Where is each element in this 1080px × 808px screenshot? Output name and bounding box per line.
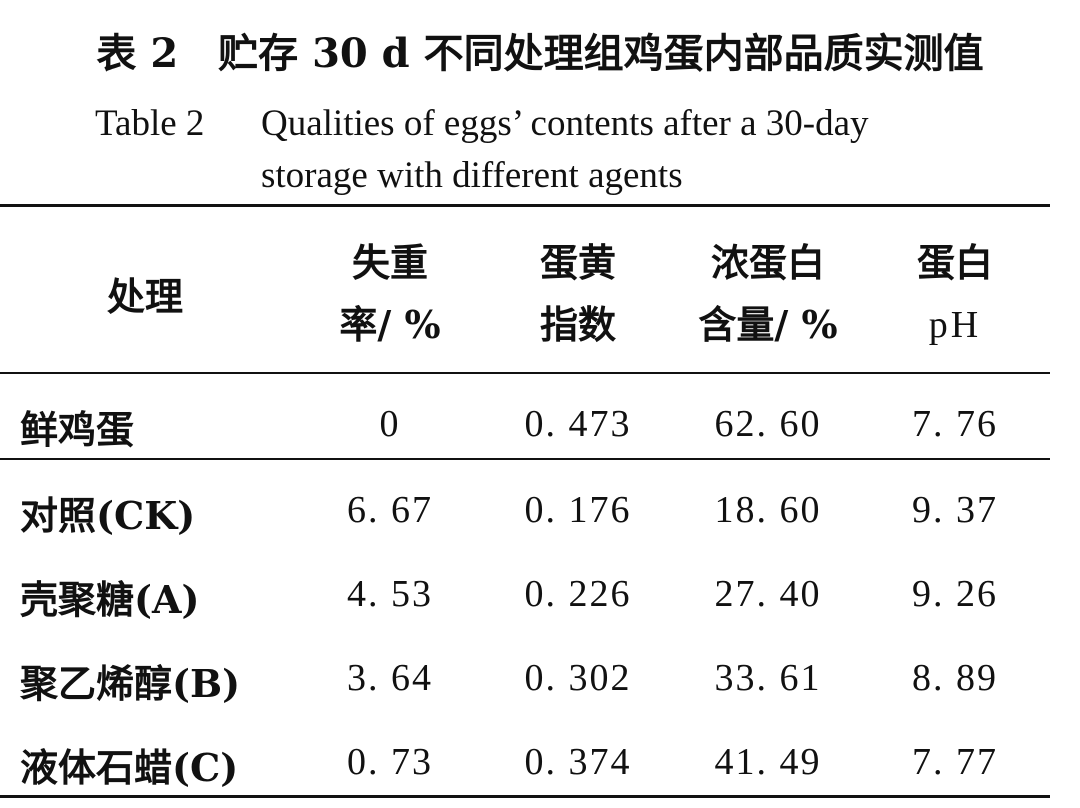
cell-yolk-index: 0. 176 <box>524 489 632 531</box>
header-weight-loss-line2: 率/ % <box>339 302 441 347</box>
table-header-rule <box>0 372 1050 374</box>
row-label: 鲜鸡蛋 <box>20 407 135 452</box>
cell-albumen-ph: 9. 37 <box>912 489 998 531</box>
header-albumen-ph: 蛋白 pH <box>870 232 1040 356</box>
cell-albumen-ph: 8. 89 <box>912 657 998 699</box>
table-title-en: Table 2 Qualities of eggs’ contents after… <box>95 98 1055 202</box>
table-title-en-line1: Table 2 Qualities of eggs’ contents after… <box>95 98 1055 150</box>
cell-weight-loss: 6. 67 <box>347 489 433 531</box>
cell-albumen-ph: 7. 77 <box>912 741 998 783</box>
cell-yolk-index: 0. 302 <box>524 657 632 699</box>
row-label: 液体石蜡(C) <box>20 745 239 790</box>
cell-weight-loss: 0. 73 <box>347 741 433 783</box>
table-subgroup-rule <box>0 458 1050 460</box>
cell-yolk-index: 0. 473 <box>524 403 632 445</box>
cell-thick-albumen: 27. 40 <box>714 573 822 615</box>
table-title-cn: 表 2 贮存 30 d 不同处理组鸡蛋内部品质实测值 <box>96 30 984 77</box>
header-treatment: 处理 <box>106 274 183 319</box>
table-top-rule <box>0 204 1050 207</box>
cell-weight-loss: 4. 53 <box>347 573 433 615</box>
cell-yolk-index: 0. 374 <box>524 741 632 783</box>
header-thick-albumen-line1: 浓蛋白 <box>710 240 825 285</box>
cell-albumen-ph: 9. 26 <box>912 573 998 615</box>
header-yolk-index-line1: 蛋黄 <box>539 240 616 285</box>
cell-weight-loss: 0 <box>379 403 401 445</box>
cell-yolk-index: 0. 226 <box>524 573 632 615</box>
header-albumen-ph-line1: 蛋白 <box>916 240 993 285</box>
cell-albumen-ph: 7. 76 <box>912 403 998 445</box>
row-label: 聚乙烯醇(B) <box>20 661 241 706</box>
cell-thick-albumen: 33. 61 <box>714 657 822 699</box>
table-bottom-rule <box>0 795 1050 798</box>
row-label: 对照(CK) <box>20 493 196 538</box>
header-weight-loss-line1: 失重 <box>351 240 428 285</box>
header-yolk-index-line2: 指数 <box>539 302 616 347</box>
cell-thick-albumen: 62. 60 <box>714 403 822 445</box>
header-albumen-ph-line2: pH <box>928 304 982 346</box>
row-label: 壳聚糖(A) <box>20 577 200 622</box>
cell-thick-albumen: 41. 49 <box>714 741 822 783</box>
cell-thick-albumen: 18. 60 <box>714 489 822 531</box>
header-thick-albumen: 浓蛋白 含量/ % <box>668 232 868 356</box>
cell-weight-loss: 3. 64 <box>347 657 433 699</box>
header-weight-loss: 失重 率/ % <box>300 232 480 356</box>
table-label-en: Table 2 <box>95 103 205 144</box>
table-caption-en-line2: storage with different agents <box>261 155 683 196</box>
table-caption-en-line1: Qualities of eggs’ contents after a 30-d… <box>261 103 869 144</box>
header-thick-albumen-line2: 含量/ % <box>698 302 838 347</box>
header-yolk-index: 蛋黄 指数 <box>488 232 668 356</box>
